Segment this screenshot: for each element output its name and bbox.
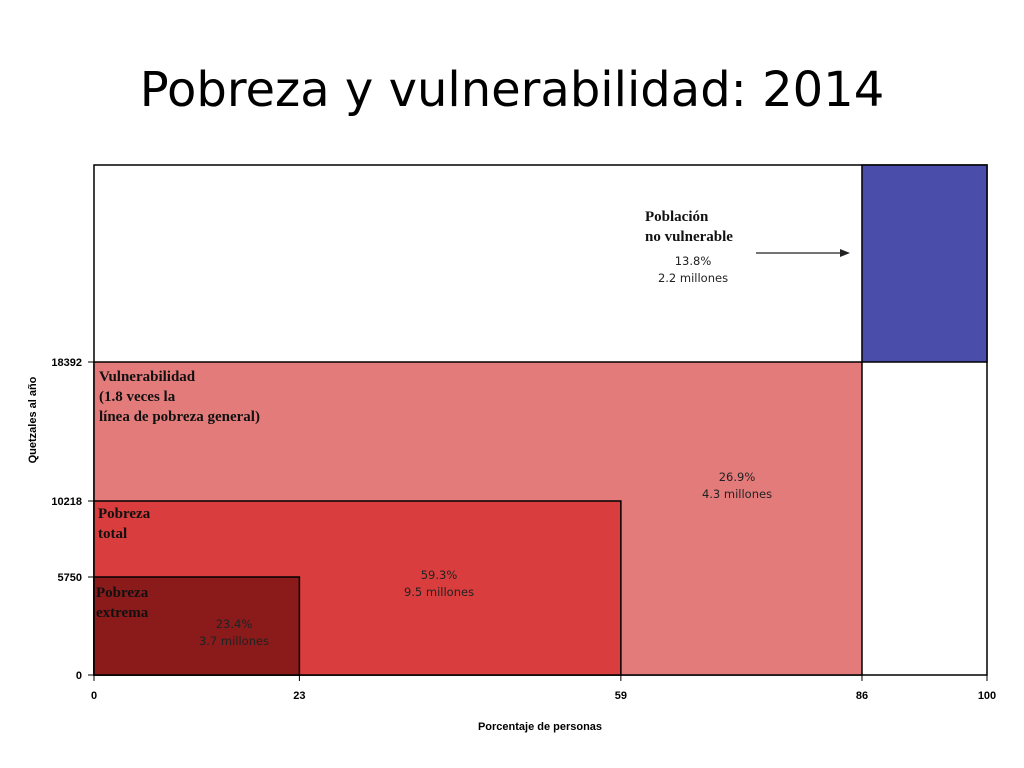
region-label-line: línea de pobreza general)	[99, 409, 260, 425]
x-tick-label: 86	[856, 690, 868, 702]
page-title: Pobreza y vulnerabilidad: 2014	[139, 62, 885, 118]
data-label-percent-no_vulnerable: 13.8%	[675, 254, 712, 268]
y-tick-label: 10218	[51, 496, 82, 508]
x-tick-label: 0	[91, 690, 97, 702]
region-label-line: Vulnerabilidad	[99, 369, 196, 385]
region-label-line: Pobreza	[96, 585, 149, 601]
region-label-total: Pobreza total	[98, 506, 151, 542]
region-no_vulnerable	[861, 164, 988, 363]
x-axis-label: Porcentaje de personas	[478, 721, 602, 733]
y-axis-label: Quetzales al año	[27, 376, 39, 463]
region-label-line: no vulnerable	[645, 229, 733, 245]
y-tick-label: 18392	[51, 357, 82, 369]
data-label-people-no_vulnerable: 2.2 millones	[658, 271, 728, 285]
region-label-line: extrema	[96, 605, 149, 621]
data-label-percent-vulnerabilidad: 26.9%	[719, 470, 756, 484]
region-extrema	[93, 576, 301, 676]
region-label-no_vulnerable: Población no vulnerable	[645, 209, 733, 245]
data-label-percent-total: 59.3%	[421, 568, 458, 582]
x-tick-label: 59	[615, 690, 627, 702]
data-label-percent-extrema: 23.4%	[216, 617, 253, 631]
data-label-people-vulnerabilidad: 4.3 millones	[702, 487, 772, 501]
region-label-line: total	[98, 526, 127, 542]
x-tick-label: 100	[978, 690, 996, 702]
y-tick-label: 0	[76, 670, 82, 682]
region-label-vulnerabilidad: Vulnerabilidad (1.8 veces la línea de pobr…	[99, 369, 260, 425]
region-label-extrema: Pobreza extrema	[96, 585, 149, 621]
data-label-people-total: 9.5 millones	[404, 585, 474, 599]
region-label-line: Pobreza	[98, 506, 151, 522]
x-tick-label: 23	[293, 690, 305, 702]
region-label-line: Población	[645, 209, 709, 225]
region-label-line: (1.8 veces la	[99, 389, 176, 405]
annotation-arrow-head	[840, 249, 850, 257]
data-label-people-extrema: 3.7 millones	[199, 634, 269, 648]
y-tick-label: 5750	[58, 572, 82, 584]
